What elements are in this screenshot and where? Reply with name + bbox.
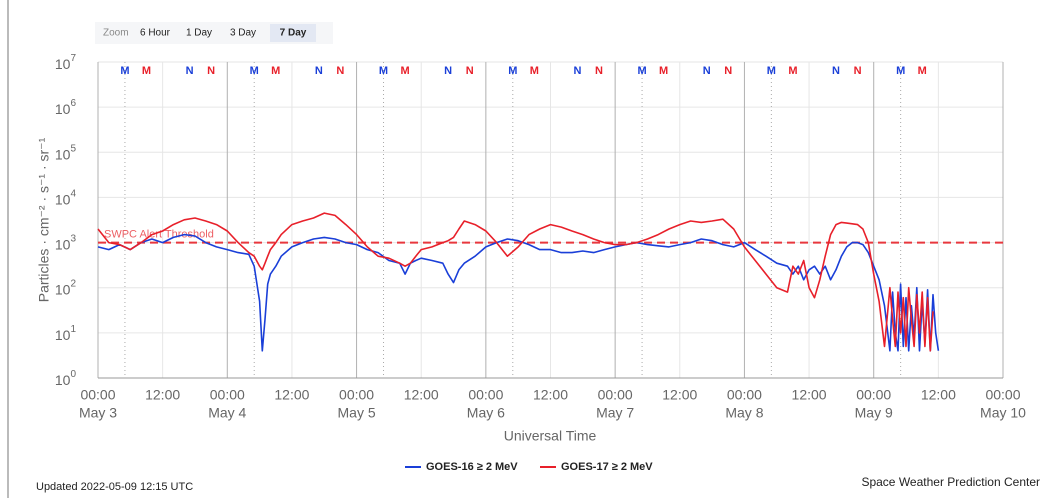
y-tick-exponent: 2 bbox=[70, 278, 76, 289]
satellite-marker: M bbox=[896, 65, 905, 77]
x-tick-label: 12:00 bbox=[404, 387, 439, 403]
satellite-marker: N bbox=[703, 65, 711, 77]
x-tick-date: May 3 bbox=[79, 405, 117, 421]
x-tick-label: 12:00 bbox=[792, 387, 827, 403]
y-tick-base: 10 bbox=[55, 191, 71, 207]
y-tick-label: 101 bbox=[55, 323, 77, 342]
x-tick-label: 00:00 bbox=[210, 387, 245, 403]
x-tick-label: 00:00 bbox=[80, 387, 115, 403]
satellite-marker: M bbox=[767, 65, 776, 77]
updated-note: Updated 2022-05-09 12:15 UTC bbox=[36, 481, 193, 493]
satellite-marker: N bbox=[186, 65, 194, 77]
legend-label[interactable]: GOES-17 ≥ 2 MeV bbox=[561, 461, 653, 473]
satellite-marker: N bbox=[854, 65, 862, 77]
x-tick-label: 00:00 bbox=[598, 387, 633, 403]
zoom-label: Zoom bbox=[103, 28, 129, 39]
x-tick-label: 12:00 bbox=[662, 387, 697, 403]
satellite-marker: M bbox=[379, 65, 388, 77]
satellite-marker: M bbox=[530, 65, 539, 77]
y-tick-exponent: 0 bbox=[70, 369, 76, 380]
series-line bbox=[97, 212, 934, 352]
x-tick-date: May 6 bbox=[467, 405, 505, 421]
satellite-marker: N bbox=[315, 65, 323, 77]
y-tick-label: 102 bbox=[55, 278, 77, 297]
zoom-button-label[interactable]: 1 Day bbox=[186, 28, 212, 39]
satellite-marker: N bbox=[573, 65, 581, 77]
x-tick-date: May 5 bbox=[338, 405, 376, 421]
satellite-marker: M bbox=[918, 65, 927, 77]
legend-label[interactable]: GOES-16 ≥ 2 MeV bbox=[426, 461, 518, 473]
threshold-label: SWPC Alert Threshold bbox=[104, 228, 214, 240]
satellite-marker: M bbox=[659, 65, 668, 77]
x-tick-date: May 4 bbox=[208, 405, 246, 421]
x-tick-label: 12:00 bbox=[533, 387, 568, 403]
x-tick-date: May 10 bbox=[980, 405, 1026, 421]
satellite-marker: N bbox=[832, 65, 840, 77]
y-tick-label: 105 bbox=[55, 143, 77, 162]
y-tick-label: 100 bbox=[55, 369, 77, 388]
satellite-marker: N bbox=[336, 65, 344, 77]
zoom-button-label[interactable]: 6 Hour bbox=[140, 28, 171, 39]
satellite-marker: M bbox=[142, 65, 151, 77]
y-tick-exponent: 3 bbox=[70, 233, 76, 244]
x-tick-label: 00:00 bbox=[856, 387, 891, 403]
satellite-marker: M bbox=[637, 65, 646, 77]
zoom-button-label[interactable]: 3 Day bbox=[230, 28, 256, 39]
satellite-marker: N bbox=[724, 65, 732, 77]
y-tick-base: 10 bbox=[55, 281, 71, 297]
satellite-marker: M bbox=[508, 65, 517, 77]
y-tick-base: 10 bbox=[55, 146, 71, 162]
y-tick-base: 10 bbox=[55, 101, 71, 117]
y-tick-base: 10 bbox=[55, 372, 71, 388]
y-tick-label: 107 bbox=[55, 53, 77, 72]
y-tick-exponent: 4 bbox=[70, 188, 76, 199]
x-axis-title: Universal Time bbox=[504, 428, 597, 444]
x-tick-label: 00:00 bbox=[468, 387, 503, 403]
satellite-marker: M bbox=[120, 65, 129, 77]
satellite-marker: M bbox=[271, 65, 280, 77]
y-tick-exponent: 1 bbox=[70, 323, 76, 334]
y-tick-exponent: 5 bbox=[70, 143, 76, 154]
x-tick-label: 12:00 bbox=[921, 387, 956, 403]
x-tick-label: 00:00 bbox=[339, 387, 374, 403]
y-tick-label: 106 bbox=[55, 98, 77, 117]
y-tick-label: 104 bbox=[55, 188, 77, 207]
y-tick-base: 10 bbox=[55, 327, 71, 343]
zoom-button[interactable] bbox=[270, 24, 316, 42]
x-tick-label: 00:00 bbox=[985, 387, 1020, 403]
x-tick-date: May 9 bbox=[855, 405, 893, 421]
zoom-button-label[interactable]: 7 Day bbox=[280, 28, 307, 39]
series-line bbox=[97, 233, 940, 352]
credit: Space Weather Prediction Center bbox=[861, 475, 1040, 489]
satellite-marker: M bbox=[788, 65, 797, 77]
satellite-marker: N bbox=[595, 65, 603, 77]
x-tick-date: May 8 bbox=[725, 405, 763, 421]
y-tick-exponent: 6 bbox=[70, 98, 76, 109]
x-tick-date: May 7 bbox=[596, 405, 634, 421]
satellite-marker: N bbox=[466, 65, 474, 77]
y-tick-exponent: 7 bbox=[70, 53, 76, 64]
y-axis-title: Particles · cm⁻² · s⁻¹ · sr⁻¹ bbox=[36, 137, 52, 302]
x-tick-label: 00:00 bbox=[727, 387, 762, 403]
satellite-marker: M bbox=[250, 65, 259, 77]
y-tick-base: 10 bbox=[55, 56, 71, 72]
satellite-marker: M bbox=[400, 65, 409, 77]
x-tick-label: 12:00 bbox=[145, 387, 180, 403]
satellite-marker: N bbox=[207, 65, 215, 77]
y-tick-base: 10 bbox=[55, 236, 71, 252]
y-tick-label: 103 bbox=[55, 233, 77, 252]
x-tick-label: 12:00 bbox=[274, 387, 309, 403]
satellite-marker: N bbox=[444, 65, 452, 77]
